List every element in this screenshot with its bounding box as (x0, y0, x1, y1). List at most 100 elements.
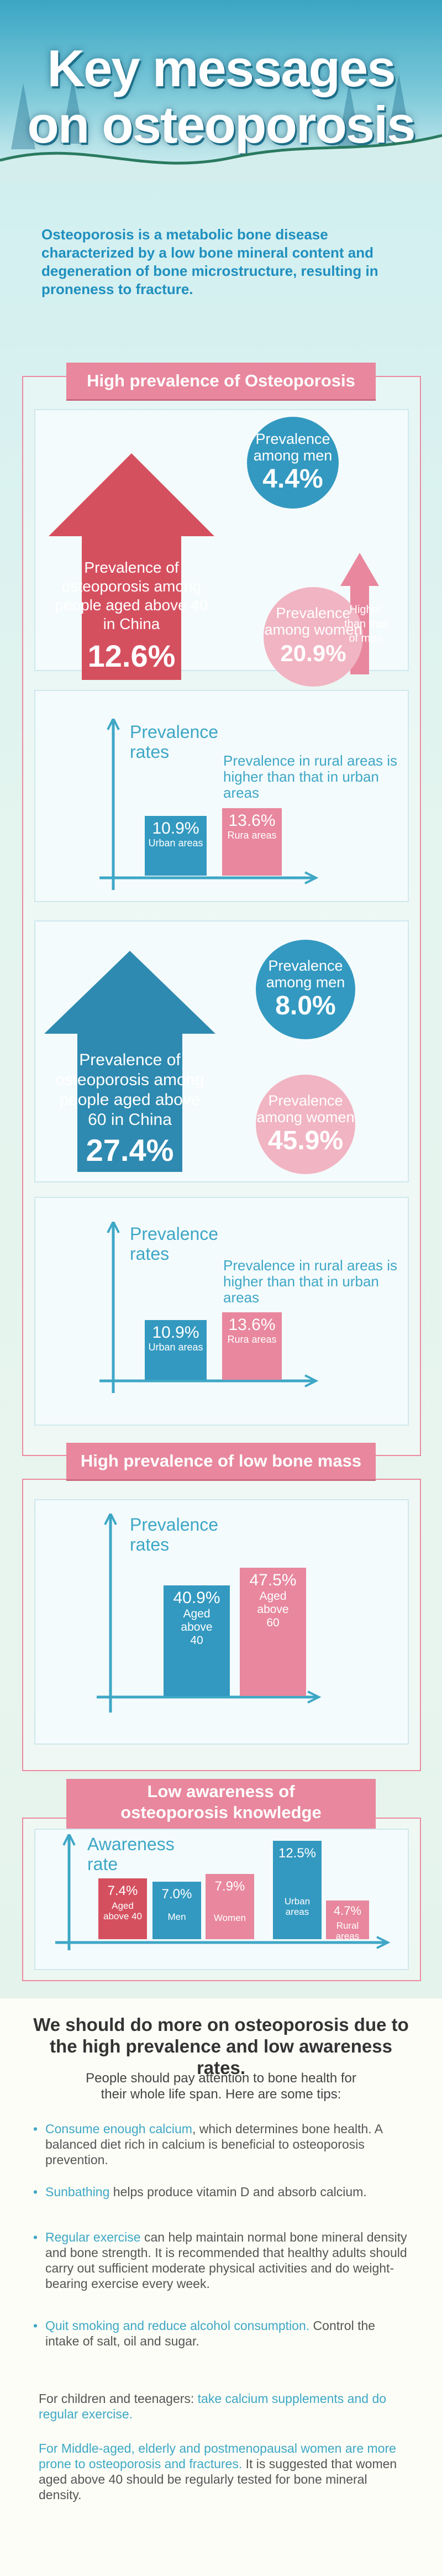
tree-decoration (337, 83, 361, 149)
tip-sunbathing: • Sunbathing helps produce vitamin D and… (33, 2184, 409, 2200)
awareness-bar-40: 7.4% Aged above 40 (98, 1878, 147, 1939)
bar-value: 4.7% (333, 1904, 362, 1918)
bar-value: 7.0% (161, 1887, 192, 1902)
bullet-icon: • (33, 2230, 38, 2244)
bar-category: Urban areas (148, 837, 203, 849)
advice-heading: We should do more on osteoporosis due to… (33, 2014, 409, 2078)
bar-category: Aged above 40 (181, 1608, 213, 1647)
awareness-bar-women: 7.9% Women (206, 1874, 254, 1939)
tree-decoration (61, 77, 85, 144)
bar-category: Men (167, 1912, 186, 1922)
bone-mass-bar-40: 40.9% Aged above 40 (164, 1585, 230, 1696)
bar-category: Urban areas (148, 1342, 203, 1353)
bar-value: 12.5% (278, 1846, 317, 1861)
age40-chart-ylabel: Prevalence rates (130, 722, 219, 762)
bullet-icon: • (33, 2318, 38, 2333)
section-bone-mass-title: High prevalence of low bone mass (66, 1443, 376, 1479)
tip-highlight: Quit smoking and reduce alcohol consumpt… (45, 2318, 310, 2333)
age40-men-label: Prevalence among men (253, 431, 333, 464)
age40-bar-urban: 10.9% Urban areas (145, 816, 207, 876)
elderly-advice: For Middle-aged, elderly and postmenopau… (33, 2441, 409, 2502)
age60-arrow-text: Prevalence of osteoporosis among people … (55, 1051, 205, 1129)
age40-chart-axes (99, 719, 319, 890)
tip-highlight: Sunbathing (45, 2185, 110, 2199)
bullet-icon: • (33, 2122, 38, 2136)
bar-category: Women (213, 1913, 246, 1923)
age40-men-bubble: Prevalence among men 4.4% (247, 417, 339, 509)
bone-mass-bar-60: 47.5% Aged above 60 (240, 1568, 306, 1696)
awareness-bar-men: 7.0% Men (152, 1882, 201, 1939)
tip-text: can help maintain normal bone mineral de… (45, 2230, 407, 2291)
bar-value: 7.9% (214, 1879, 245, 1894)
age60-arrow-value: 27.4% (86, 1133, 174, 1167)
section-awareness-title: Low awareness of osteoporosis knowledge (66, 1779, 376, 1829)
tip-text: , which determines bone health. A balanc… (45, 2122, 382, 2167)
tip-text: helps produce vitamin D and absorb calci… (109, 2185, 367, 2199)
age60-men-value: 8.0% (275, 991, 336, 1020)
bone-mass-chart-axes (97, 1514, 322, 1713)
wave-decoration (0, 134, 442, 182)
age40-callout-arrow (340, 553, 379, 674)
section-osteoporosis-title: High prevalence of Osteoporosis (66, 363, 376, 399)
bar-category: Rura areas (227, 1334, 277, 1345)
intro-text: Osteoporosis is a metabolic bone disease… (41, 226, 378, 297)
advice-section: We should do more on osteoporosis due to… (0, 1998, 442, 2576)
advice-lead: People should pay attention to bone heal… (86, 2071, 356, 2102)
bar-value: 10.9% (152, 819, 199, 837)
bar-value: 13.6% (228, 811, 276, 830)
age40-arrow-label: Prevalence of osteoporosis among people … (52, 558, 211, 674)
age60-arrow-label: Prevalence of osteoporosis among people … (50, 1050, 210, 1169)
page-title-line2: on osteoporosis (27, 96, 415, 154)
age40-callout-text: Higher than that of men (344, 604, 387, 645)
age60-chart-axes (99, 1222, 319, 1393)
age40-chart-panel (34, 690, 409, 902)
awareness-title-line1: Low awareness of (147, 1782, 295, 1801)
bone-mass-chart-ylabel: Prevalence rates (130, 1515, 219, 1554)
age60-women-label: Prevalence among women (256, 1092, 355, 1125)
bullet-icon: • (33, 2185, 38, 2199)
tip-calcium: • Consume enough calcium, which determin… (33, 2121, 409, 2167)
tree-decoration (11, 83, 35, 149)
age60-women-value: 45.9% (267, 1126, 344, 1155)
children-highlight: take calcium supplements and do regular … (39, 2391, 387, 2421)
age40-arrow-text: Prevalence of osteoporosis among people … (55, 559, 208, 632)
bar-category: Aged above 40 (103, 1900, 142, 1921)
bar-category: Rural areas (335, 1920, 360, 1941)
age40-women-value: 20.9% (280, 640, 346, 666)
bar-value: 40.9% (173, 1589, 220, 1607)
tip-highlight: Regular exercise (45, 2230, 141, 2244)
bar-category: Rura areas (227, 830, 277, 841)
awareness-chart-axes (55, 1834, 391, 1950)
age40-arrow-value: 12.6% (87, 638, 176, 673)
age60-men-label: Prevalence among men (266, 957, 345, 991)
elderly-highlight: For Middle-aged, elderly and postmenopau… (39, 2441, 396, 2471)
header-banner: Key messages on osteoporosis (0, 0, 442, 182)
age40-up-arrow (49, 453, 214, 680)
age60-up-arrow (44, 951, 215, 1172)
bar-value: 47.5% (249, 1571, 297, 1589)
age40-men-value: 4.4% (262, 464, 323, 494)
awareness-bar-urban: 12.5% Urban areas (273, 1841, 322, 1939)
bar-category: Urban areas (284, 1896, 311, 1917)
bar-value: 10.9% (152, 1323, 199, 1342)
page-title-line1: Key messages (47, 39, 396, 97)
children-advice: For children and teenagers: take calcium… (33, 2391, 409, 2422)
age60-women-bubble: Prevalence among women 45.9% (256, 1075, 355, 1174)
tip-text: Control the intake of salt, oil and suga… (45, 2318, 376, 2348)
age60-chart-note: Prevalence in rural areas is higher than… (223, 1257, 398, 1306)
age40-women-bubble: Prevalence among women 20.9% (264, 587, 363, 687)
tip-highlight: Consume enough calcium (45, 2122, 192, 2136)
age60-chart-ylabel: Prevalence rates (130, 1224, 219, 1264)
bar-value: 7.4% (107, 1883, 138, 1898)
age40-chart-note: Prevalence in rural areas is higher than… (223, 752, 398, 801)
bar-category: Aged above 60 (257, 1590, 289, 1629)
tip-smoking: • Quit smoking and reduce alcohol consum… (33, 2318, 409, 2349)
elderly-text: It is suggested that women aged above 40… (39, 2457, 397, 2502)
awareness-bar-rural: 4.7% Rural areas (326, 1900, 369, 1941)
age60-bar-rural: 13.6% Rura areas (222, 1312, 282, 1380)
awareness-chart-ylabel: Awareness rate (87, 1834, 175, 1874)
age60-bar-urban: 10.9% Urban areas (145, 1320, 207, 1380)
age60-chart-panel (34, 1197, 409, 1426)
awareness-title-line2: osteoporosis knowledge (120, 1803, 322, 1822)
age40-bar-rural: 13.6% Rura areas (222, 808, 282, 876)
